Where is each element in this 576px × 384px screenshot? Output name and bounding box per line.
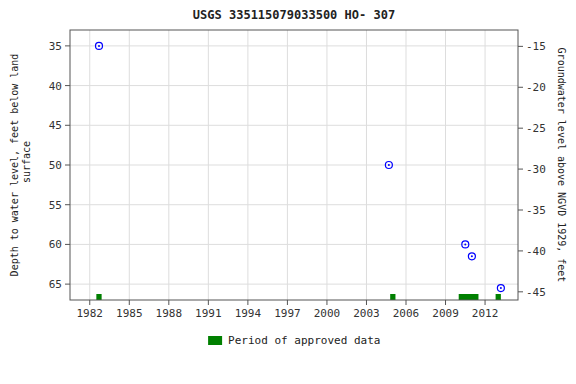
tick-label-y: 40 (49, 80, 62, 93)
plot-background (70, 30, 518, 300)
legend-label: Period of approved data (228, 334, 380, 347)
point-ring (385, 162, 392, 169)
tick-label-y2: -15 (526, 40, 546, 53)
tick-label-x: 1991 (195, 307, 222, 320)
grid-line-y (70, 244, 518, 245)
grid-line-y (70, 165, 518, 166)
chart-title: USGS 335115079033500 HO- 307 (193, 8, 395, 22)
tick-y (65, 125, 70, 126)
grid-line-y (70, 85, 518, 86)
tick-y2 (518, 250, 523, 251)
approved-bar (459, 294, 479, 300)
tick-label-x: 2012 (472, 307, 499, 320)
tick-y2 (518, 46, 523, 47)
tick-x (89, 300, 90, 305)
tick-label-y2: -40 (526, 245, 546, 258)
y-axis-label-line: Depth to water level, feet below land (9, 54, 20, 277)
tick-label-y2: -20 (526, 81, 546, 94)
approved-bar (96, 294, 101, 300)
point-dot (388, 164, 390, 166)
data-point (385, 162, 392, 169)
tick-x (366, 300, 367, 305)
tick-x (287, 300, 288, 305)
tick-x (168, 300, 169, 305)
point-dot (500, 287, 502, 289)
tick-label-y2: -25 (526, 122, 546, 135)
tick-y2 (518, 169, 523, 170)
tick-y (65, 85, 70, 86)
tick-y2 (518, 291, 523, 292)
tick-x (406, 300, 407, 305)
point-ring (95, 42, 102, 49)
tick-y2 (518, 128, 523, 129)
tick-label-y: 55 (49, 199, 62, 212)
data-point (497, 285, 504, 292)
tick-x (445, 300, 446, 305)
y-axis-label-line: surface (21, 141, 32, 189)
tick-label-y2: -35 (526, 204, 546, 217)
grid-line-y (70, 204, 518, 205)
tick-y (65, 244, 70, 245)
tick-label-x: 1988 (156, 307, 183, 320)
tick-label-x: 1982 (77, 307, 104, 320)
tick-label-y2: -30 (526, 163, 546, 176)
tick-y (65, 204, 70, 205)
tick-label-y: 45 (49, 119, 62, 132)
legend: Period of approved data (208, 334, 380, 347)
y2-axis-label: Groundwater level above NGVD 1929, feet (556, 48, 567, 283)
plot-frame (70, 30, 518, 300)
tick-label-y: 65 (49, 278, 62, 291)
grid-line-y (70, 45, 518, 46)
tick-x (208, 300, 209, 305)
tick-x (247, 300, 248, 305)
tick-y (65, 45, 70, 46)
grid-line-y (70, 284, 518, 285)
axes: 1982 1985 1988 1991 1994 1997 2000 2003 2006 2009… (49, 40, 546, 320)
tick-label-x: 2003 (353, 307, 380, 320)
tick-label-y: 50 (49, 159, 62, 172)
chart-container: 1982 1985 1988 1991 1994 1997 2000 2003 2006 2009… (0, 0, 576, 384)
y-axis-label: Depth to water level, feet below land su… (9, 54, 32, 277)
tick-label-y: 35 (49, 40, 62, 53)
grid-line-y (70, 125, 518, 126)
tick-x (129, 300, 130, 305)
tick-label-x: 1985 (116, 307, 143, 320)
tick-label-y: 60 (49, 238, 62, 251)
tick-label-x: 1997 (274, 307, 301, 320)
legend-swatch (208, 336, 222, 345)
tick-x (326, 300, 327, 305)
tick-label-x: 2006 (393, 307, 420, 320)
data-point (462, 241, 469, 248)
grid (70, 30, 518, 300)
point-dot (98, 45, 100, 47)
tick-y (65, 165, 70, 166)
approved-bar (496, 294, 501, 300)
approved-bar (390, 294, 395, 300)
plot-data (95, 42, 504, 300)
data-point (468, 253, 475, 260)
point-dot (464, 243, 466, 245)
point-ring (462, 241, 469, 248)
tick-x (485, 300, 486, 305)
tick-label-x: 1994 (235, 307, 262, 320)
tick-label-y2: -45 (526, 286, 546, 299)
tick-label-x: 2000 (314, 307, 341, 320)
point-ring (497, 285, 504, 292)
tick-y2 (518, 210, 523, 211)
data-point (95, 42, 102, 49)
point-dot (471, 255, 473, 257)
tick-y (65, 284, 70, 285)
tick-label-x: 2009 (432, 307, 459, 320)
point-ring (468, 253, 475, 260)
chart-svg: 1982 1985 1988 1991 1994 1997 2000 2003 2006 2009… (0, 0, 576, 384)
tick-y2 (518, 87, 523, 88)
